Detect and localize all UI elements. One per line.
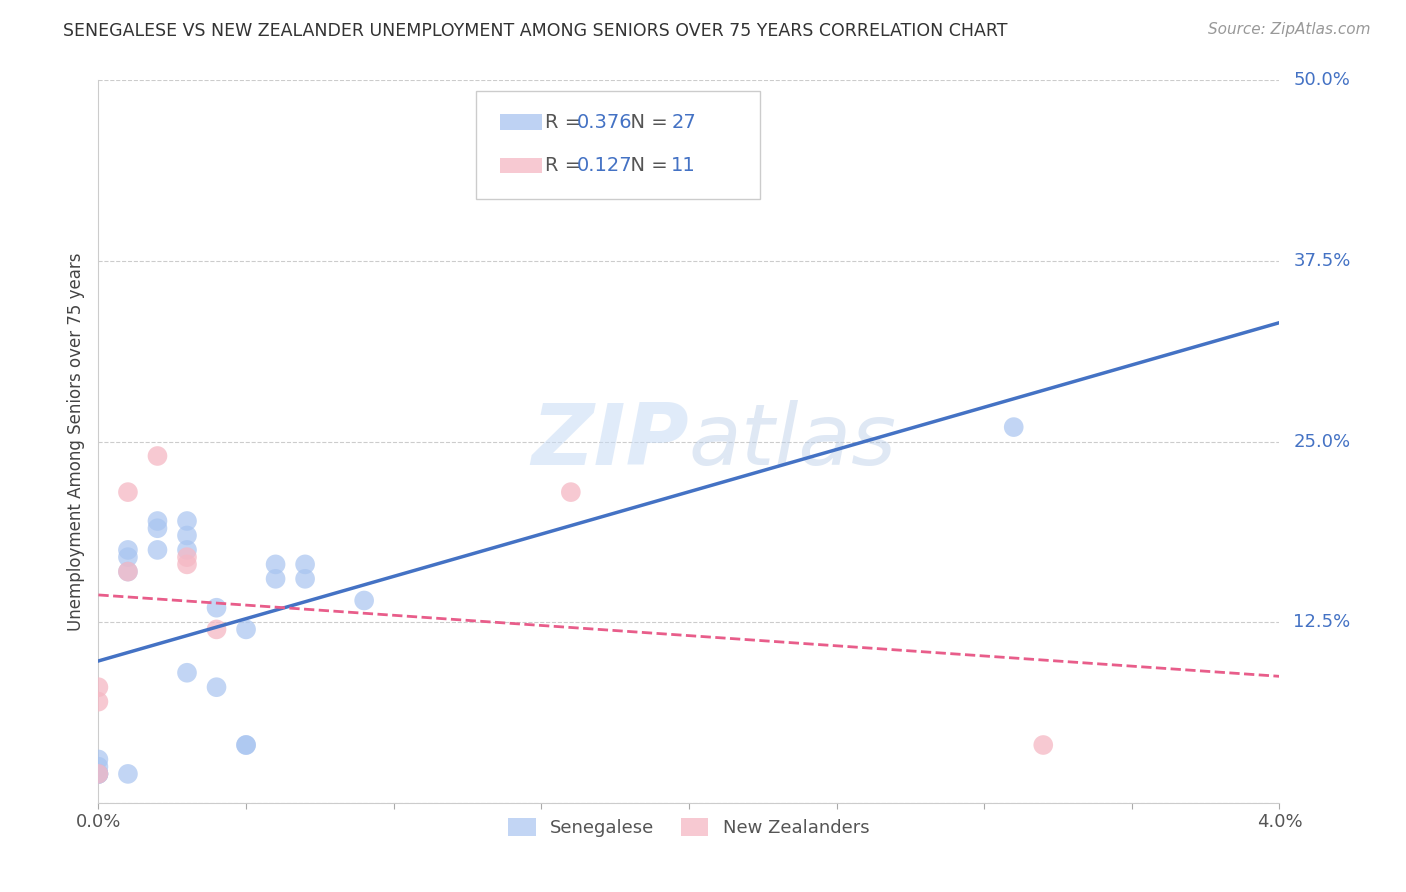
- Point: [235, 623, 257, 637]
- Point: [176, 514, 198, 528]
- Point: [87, 680, 110, 694]
- Text: 12.5%: 12.5%: [1294, 613, 1351, 632]
- Point: [294, 572, 316, 586]
- Point: [117, 767, 139, 781]
- Point: [87, 767, 110, 781]
- Point: [205, 680, 228, 694]
- Text: 37.5%: 37.5%: [1294, 252, 1351, 270]
- Point: [264, 558, 287, 572]
- Text: atlas: atlas: [689, 400, 897, 483]
- Text: 25.0%: 25.0%: [1294, 433, 1351, 450]
- Point: [117, 550, 139, 565]
- Y-axis label: Unemployment Among Seniors over 75 years: Unemployment Among Seniors over 75 years: [66, 252, 84, 631]
- Text: R =: R =: [546, 112, 588, 132]
- Point: [176, 558, 198, 572]
- Point: [205, 600, 228, 615]
- Point: [146, 449, 169, 463]
- Point: [235, 738, 257, 752]
- Text: 27: 27: [671, 112, 696, 132]
- FancyBboxPatch shape: [501, 114, 541, 130]
- Point: [1002, 420, 1025, 434]
- Point: [87, 767, 110, 781]
- FancyBboxPatch shape: [501, 158, 541, 173]
- Point: [146, 514, 169, 528]
- Point: [87, 752, 110, 766]
- Text: R =: R =: [546, 156, 588, 175]
- Point: [87, 760, 110, 774]
- Text: N =: N =: [619, 112, 673, 132]
- Point: [353, 593, 375, 607]
- Text: ZIP: ZIP: [531, 400, 689, 483]
- Text: Source: ZipAtlas.com: Source: ZipAtlas.com: [1208, 22, 1371, 37]
- Text: N =: N =: [619, 156, 673, 175]
- Point: [176, 542, 198, 557]
- Point: [205, 623, 228, 637]
- Point: [294, 558, 316, 572]
- Point: [264, 572, 287, 586]
- Text: 11: 11: [671, 156, 696, 175]
- Text: SENEGALESE VS NEW ZEALANDER UNEMPLOYMENT AMONG SENIORS OVER 75 YEARS CORRELATION: SENEGALESE VS NEW ZEALANDER UNEMPLOYMENT…: [63, 22, 1008, 40]
- Point: [87, 767, 110, 781]
- Legend: Senegalese, New Zealanders: Senegalese, New Zealanders: [501, 811, 877, 845]
- Text: 0.376: 0.376: [576, 112, 633, 132]
- Text: 0.127: 0.127: [576, 156, 633, 175]
- Text: 50.0%: 50.0%: [1294, 71, 1350, 89]
- Point: [176, 550, 198, 565]
- Point: [146, 542, 169, 557]
- Point: [117, 565, 139, 579]
- Point: [87, 767, 110, 781]
- Point: [1032, 738, 1054, 752]
- Point: [117, 485, 139, 500]
- Point: [176, 528, 198, 542]
- Point: [87, 695, 110, 709]
- FancyBboxPatch shape: [477, 91, 759, 200]
- Point: [117, 542, 139, 557]
- Point: [176, 665, 198, 680]
- Point: [117, 565, 139, 579]
- Point: [560, 485, 582, 500]
- Point: [235, 738, 257, 752]
- Point: [146, 521, 169, 535]
